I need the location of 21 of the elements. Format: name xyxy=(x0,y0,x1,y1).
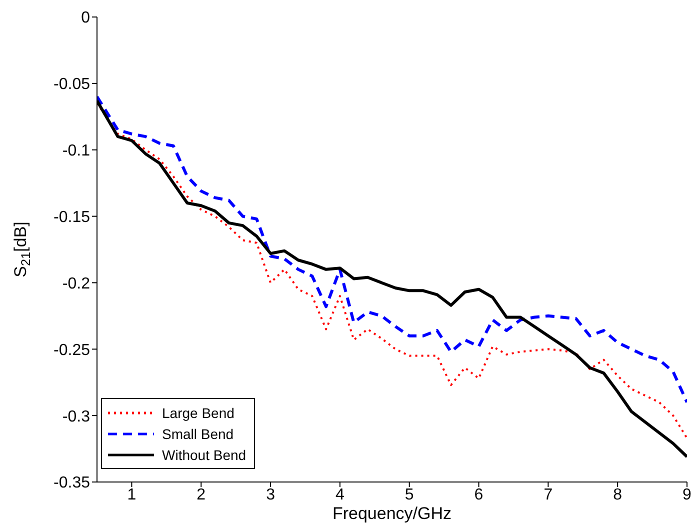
x-tick-label: 9 xyxy=(682,486,691,504)
y-tick-label: 0 xyxy=(81,10,90,27)
x-tick-label: 2 xyxy=(196,486,206,504)
x-tick-label: 6 xyxy=(474,486,484,504)
x-tick-label: 8 xyxy=(613,486,622,504)
x-tick-label: 4 xyxy=(335,486,344,504)
legend-label: Without Bend xyxy=(162,446,246,462)
y-tick-label: -0.25 xyxy=(54,342,90,359)
x-tick-label: 5 xyxy=(404,486,414,504)
y-tick-label: -0.35 xyxy=(54,474,90,492)
x-tick-label: 3 xyxy=(266,486,276,504)
x-tick-label: 7 xyxy=(544,486,553,504)
y-tick-label: -0.15 xyxy=(54,208,90,226)
y-tick-label: -0.05 xyxy=(54,76,90,94)
legend-label: Small Bend xyxy=(162,426,234,442)
x-tick-label: 1 xyxy=(127,486,136,504)
y-tick-label: -0.3 xyxy=(62,408,90,426)
x-axis-title: Frequency/GHz xyxy=(332,504,452,523)
legend-label: Large Bend xyxy=(162,404,234,420)
y-tick-label: -0.1 xyxy=(62,142,90,160)
y-tick-label: -0.2 xyxy=(62,275,90,292)
